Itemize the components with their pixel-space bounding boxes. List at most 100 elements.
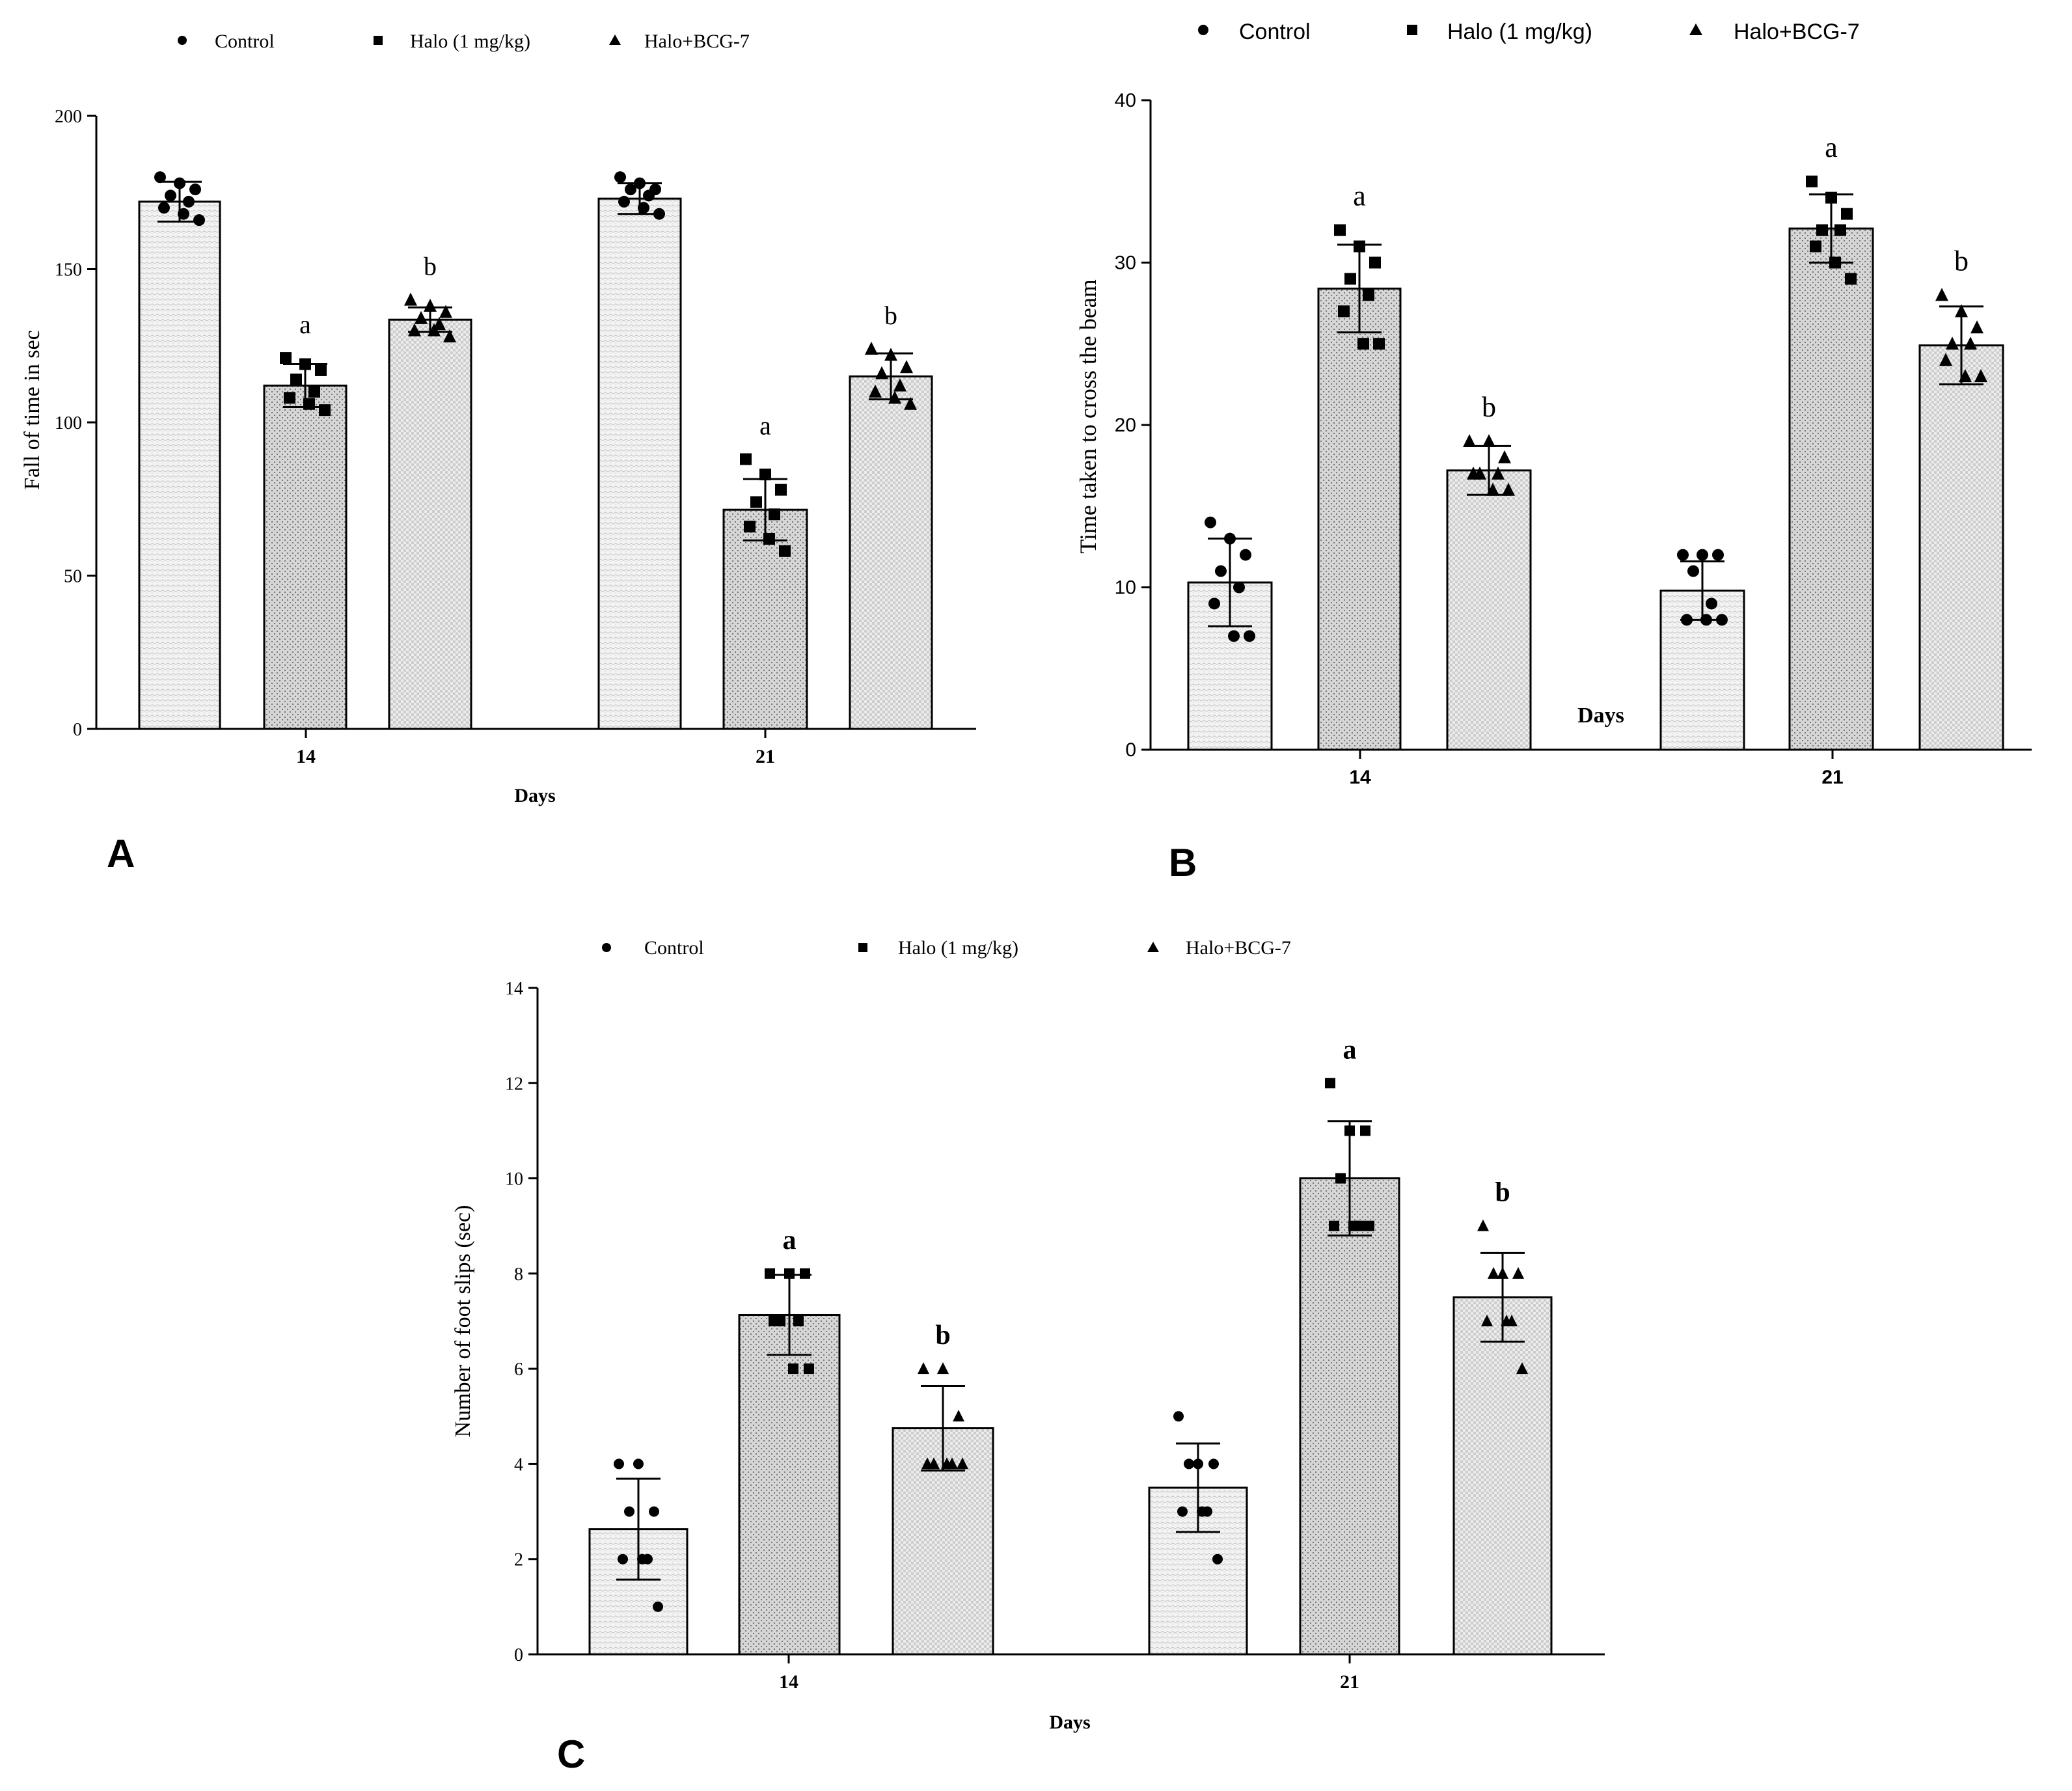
data-point [637,1553,648,1565]
data-point [634,177,646,189]
data-point [638,202,649,214]
data-point [1205,516,1216,528]
data-point [1939,353,1952,366]
data-point [1706,597,1717,610]
panel-a-letter: A [107,832,135,875]
data-point [953,1410,964,1422]
data-point [1348,1220,1359,1231]
y-tick-label: 14 [505,979,523,999]
data-point [614,171,626,184]
data-point [178,208,189,220]
legend-halo-label: Halo (1 mg/kg) [898,937,1018,959]
y-tick-label: 10 [505,1169,523,1190]
y-tick-label: 12 [505,1074,523,1094]
data-point [308,385,320,398]
data-point [1240,549,1251,561]
data-point [941,1457,953,1470]
data-point [165,189,176,202]
data-point [633,1458,644,1470]
data-point [779,545,791,557]
y-tick-label: 20 [1115,415,1136,436]
data-point [1208,597,1220,610]
y-tick-label: 0 [514,1645,523,1665]
data-point [284,392,295,404]
data-point [303,398,315,410]
data-point [424,299,437,312]
data-point [937,1362,949,1374]
data-point [1193,1458,1203,1470]
legend-halo-marker [1407,25,1417,35]
x-tick-label: 21 [756,746,775,767]
data-point [1481,1315,1493,1326]
panel-b: Control Halo (1 mg/kg) Halo+BCG-7 B Days… [1075,20,1860,884]
data-point [869,384,882,398]
x-tick-label: 14 [1349,767,1371,788]
bar-halo-bcg-7-day21 [1918,344,2004,751]
panel-a-legend: Control Halo (1 mg/kg) Halo+BCG-7 [178,31,750,52]
legend-control-marker [178,36,187,45]
legend-control-label: Control [215,31,275,52]
y-tick-label: 40 [1115,90,1136,111]
data-point [1964,336,1977,350]
legend-bcg-label: Halo+BCG-7 [644,31,750,52]
data-point [884,348,897,361]
panel-b-plot: 0 10 20 30 40 14 21 a b a b [1115,90,2032,788]
data-point [1177,1506,1188,1517]
data-point [904,396,917,410]
panel-c-ylabel: Number of foot slips (sec) [451,1205,475,1438]
significance-label: b [935,1320,950,1350]
significance-label: a [1825,131,1838,163]
data-point [1486,482,1499,496]
data-point [1498,450,1511,463]
data-point [643,189,655,202]
bar-halo-bcg-7-day21 [849,375,933,730]
legend-control-marker [602,943,611,952]
y-tick-label: 4 [514,1455,523,1475]
data-point [888,390,901,404]
data-point [1364,1220,1374,1231]
data-point [415,310,428,324]
bar-halo-1-mg-kg--day21 [722,508,808,730]
data-point [1501,1315,1512,1326]
bar-halo-1-mg-kg--day21 [1299,1177,1400,1656]
data-point [957,1457,968,1470]
legend-bcg-marker [609,34,621,45]
data-point [1344,1125,1355,1136]
bar-halo-bcg-7-day14 [388,318,472,730]
data-point [174,177,185,189]
data-point [1228,630,1240,642]
y-tick-label: 2 [514,1550,523,1570]
data-point [404,292,417,306]
data-point [759,469,771,481]
data-point [769,508,780,521]
data-point [1363,289,1374,301]
data-point [800,1268,810,1279]
data-point [1463,433,1476,447]
x-tick-label: 14 [779,1671,798,1693]
legend-control-label: Control [1239,20,1311,44]
legend-control-marker [1198,25,1208,35]
legend-bcg-label: Halo+BCG-7 [1734,20,1860,44]
data-point [1173,1411,1184,1422]
data-point [1697,549,1708,561]
y-tick-label: 0 [73,720,82,740]
data-point [1712,549,1724,561]
bar-control-day21 [597,197,682,730]
data-point [1184,1458,1194,1470]
data-point [624,1506,634,1517]
panel-a-plot: 0 50 100 150 200 14 21 a b a b [55,107,976,767]
data-point [1244,630,1255,642]
data-point [1334,224,1346,236]
data-point [290,374,302,386]
data-point [1212,1553,1223,1565]
data-point [1360,1125,1370,1136]
data-point [1841,208,1853,220]
data-point [1344,273,1356,285]
data-point [625,184,636,196]
bar-control-day14 [138,200,221,730]
data-point [769,1316,779,1326]
data-point [1970,320,1983,334]
y-tick-label: 30 [1115,253,1136,274]
data-point [875,366,888,379]
